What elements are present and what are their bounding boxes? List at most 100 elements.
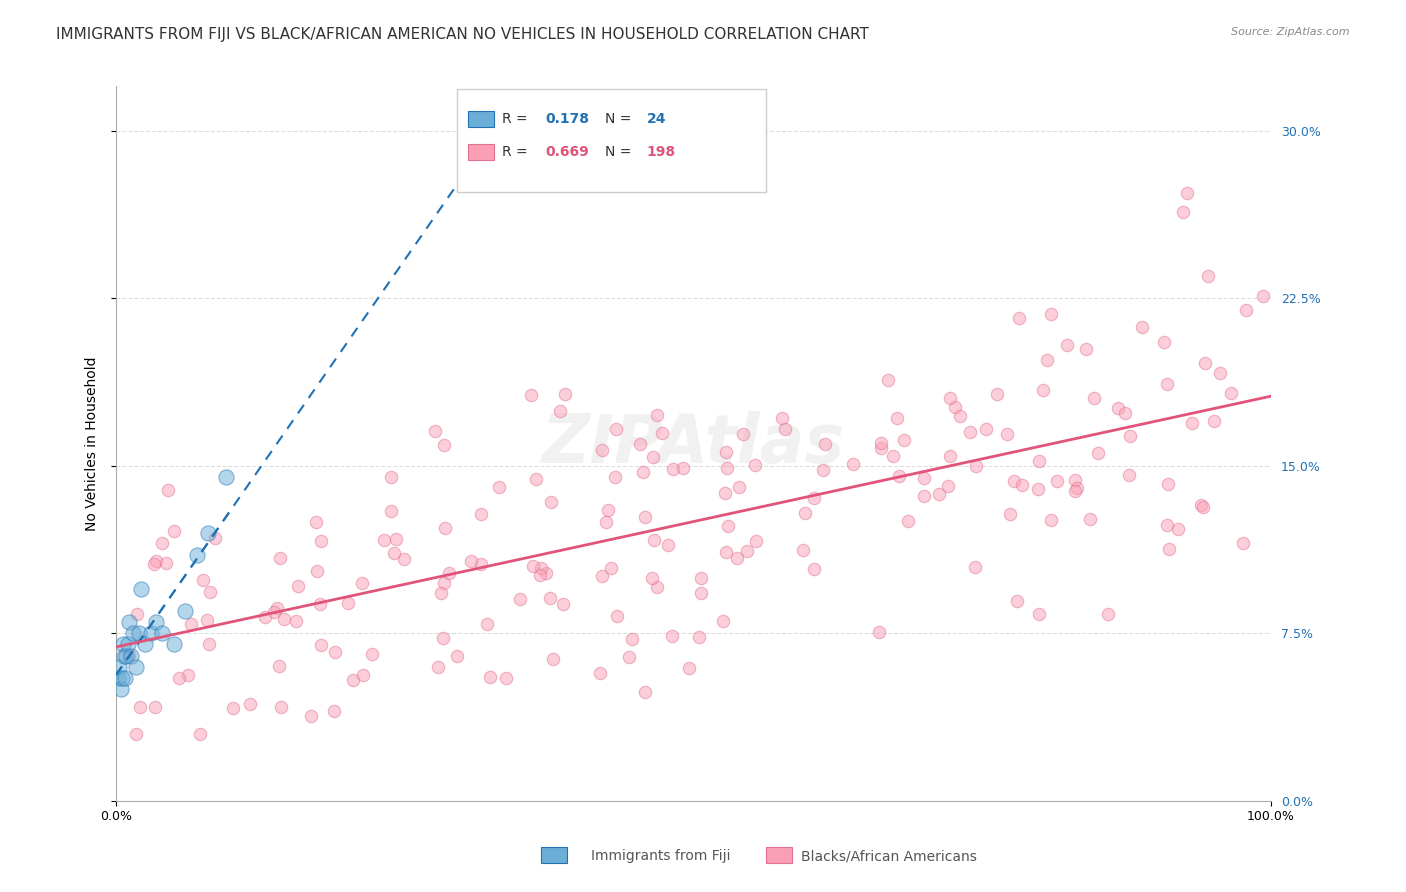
Point [645,409,668,423]
Point [432,631,454,645]
Text: 0.669: 0.669 [546,145,589,159]
Point [538,591,561,606]
Text: R =: R = [502,145,531,159]
Point [524,472,547,486]
Point [470,557,492,571]
Point [1028,454,1050,468]
Text: 198: 198 [647,145,676,159]
Point [1156,517,1178,532]
Point [912,489,935,503]
Point [323,644,346,658]
Point [690,571,713,585]
Point [842,458,865,472]
Point [974,422,997,436]
Point [645,580,668,594]
Point [943,400,966,414]
Point [634,685,657,699]
Point [110,682,132,697]
Point [605,422,627,436]
Point [174,604,197,618]
Point [870,435,893,450]
Point [877,373,900,387]
Point [470,507,492,521]
Point [118,648,141,662]
Point [309,597,332,611]
Point [599,560,621,574]
Point [728,480,751,494]
Point [773,422,796,436]
Point [1097,607,1119,621]
Point [1007,594,1029,608]
Point [111,638,134,652]
Text: N =: N = [605,145,636,159]
Point [711,614,734,628]
Point [163,524,186,539]
Point [554,387,576,401]
Point [689,586,711,600]
Point [672,460,695,475]
Point [439,566,461,580]
Point [124,660,146,674]
Point [633,465,655,479]
Point [1118,468,1140,483]
Point [380,504,402,518]
Point [1074,343,1097,357]
Text: 24: 24 [647,112,666,126]
Point [770,411,793,425]
Point [959,425,981,440]
Text: Source: ZipAtlas.com: Source: ZipAtlas.com [1232,27,1350,37]
Point [427,659,450,673]
Y-axis label: No Vehicles in Household: No Vehicles in Household [86,356,100,531]
Point [155,556,177,570]
Point [794,506,817,520]
Point [1181,416,1204,430]
Point [553,597,575,611]
Point [1251,288,1274,302]
Point [745,534,768,549]
Point [1083,391,1105,405]
Point [128,626,150,640]
Point [360,647,382,661]
Point [1232,536,1254,550]
Point [263,605,285,619]
Point [191,574,214,588]
Point [963,559,986,574]
Point [111,671,134,685]
Point [1026,483,1049,497]
Point [115,648,138,663]
Point [1192,500,1215,514]
Point [1194,356,1216,370]
Point [143,557,166,571]
Point [1202,414,1225,428]
Point [145,554,167,568]
Point [803,491,825,505]
Point [269,550,291,565]
Point [1167,522,1189,536]
Point [591,569,613,583]
Point [139,626,162,640]
Point [897,514,920,528]
Point [733,427,755,442]
Point [150,626,173,640]
Point [965,458,987,473]
Point [305,515,328,529]
Text: IMMIGRANTS FROM FIJI VS BLACK/AFRICAN AMERICAN NO VEHICLES IN HOUSEHOLD CORRELAT: IMMIGRANTS FROM FIJI VS BLACK/AFRICAN AM… [56,27,869,42]
Point [1064,473,1087,487]
Point [1156,377,1178,392]
Point [1220,386,1243,401]
Point [651,425,673,440]
Point [128,700,150,714]
Point [522,559,544,574]
Point [352,668,374,682]
Point [678,660,700,674]
Point [167,671,190,685]
Point [195,614,218,628]
Point [1175,186,1198,201]
Point [125,607,148,622]
Point [177,668,200,682]
Point [1046,474,1069,488]
Point [1191,499,1213,513]
Point [239,697,262,711]
Point [998,507,1021,521]
Point [284,614,307,628]
